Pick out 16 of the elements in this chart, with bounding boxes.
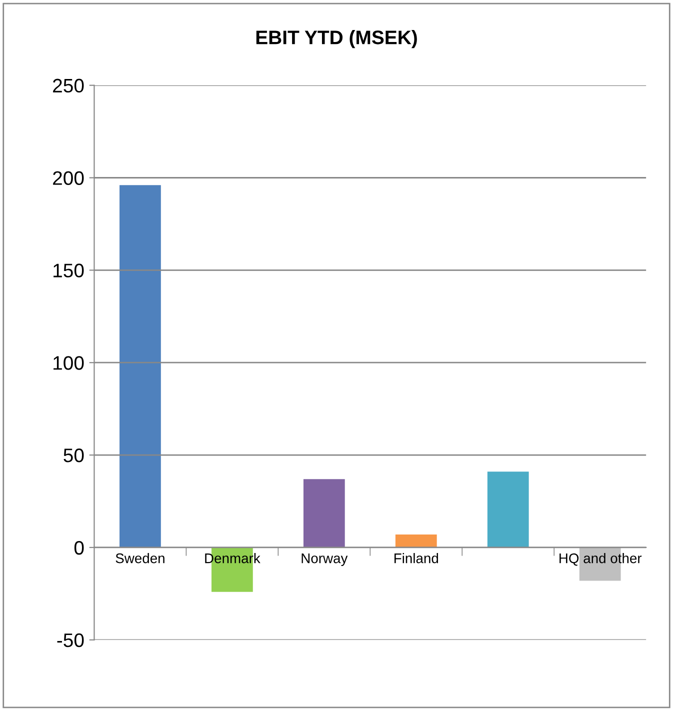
x-tick-label: Finland <box>394 553 438 564</box>
y-tick-label: 0 <box>74 540 84 555</box>
y-tick-label: -50 <box>57 633 84 648</box>
y-tick-label: 50 <box>64 448 84 462</box>
y-tick-label: 250 <box>53 78 84 93</box>
x-tick-label: Norway <box>302 554 348 566</box>
bar <box>120 185 161 548</box>
bar <box>303 479 345 548</box>
chart-title: EBIT YTD (MSEK) <box>256 30 417 48</box>
bar <box>487 472 529 548</box>
x-tick-label: Sweden <box>116 553 164 564</box>
y-tick-label: 100 <box>54 356 84 370</box>
x-tick-label: HQ and other <box>560 553 642 566</box>
y-tick-label: 200 <box>53 171 84 185</box>
bar <box>395 534 437 548</box>
y-tick-label: 150 <box>54 264 84 278</box>
